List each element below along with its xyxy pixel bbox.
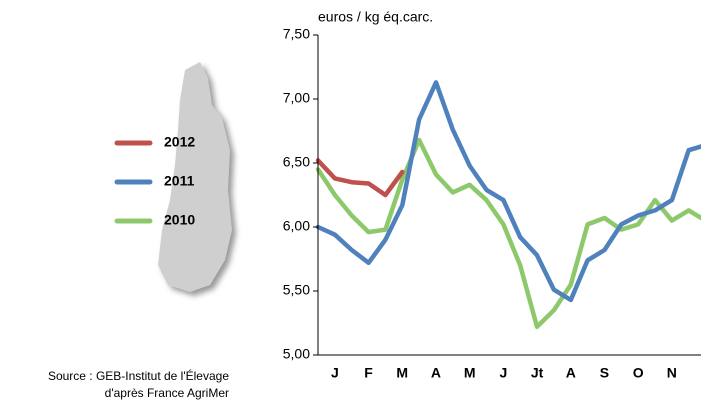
y-tick-label: 7,50 (283, 26, 310, 42)
x-tick-label: S (600, 365, 609, 381)
x-tick-label: O (633, 365, 644, 381)
x-tick-label: M (396, 365, 408, 381)
line-series (315, 80, 701, 303)
y-tick-label: 6,50 (283, 154, 310, 170)
x-tick-label: F (364, 365, 373, 381)
line-series (315, 137, 701, 330)
y-tick-label: 7,00 (283, 90, 310, 106)
x-tick-label: M (464, 365, 476, 381)
x-tick-label: Jt (531, 365, 544, 381)
x-tick-label: J (499, 365, 507, 381)
y-tick-label: 5,00 (283, 346, 310, 362)
source: d'après France AgriMer (105, 386, 229, 400)
line-series (315, 158, 405, 198)
map-silhouette (158, 62, 232, 292)
x-tick-label: A (431, 365, 441, 381)
x-tick-label: A (566, 365, 576, 381)
source: Source : GEB-Institut de l'Élevage (48, 368, 229, 383)
plot-area (315, 80, 701, 330)
y-axis-label: euros / kg éq.carc. (318, 9, 433, 25)
legend-label: 2012 (164, 134, 195, 150)
legend-label: 2011 (164, 173, 195, 189)
y-tick-label: 6,00 (283, 218, 310, 234)
legend-label: 2010 (164, 212, 195, 228)
y-tick-label: 5,50 (283, 282, 310, 298)
x-tick-label: N (667, 365, 677, 381)
x-tick-label: J (331, 365, 339, 381)
